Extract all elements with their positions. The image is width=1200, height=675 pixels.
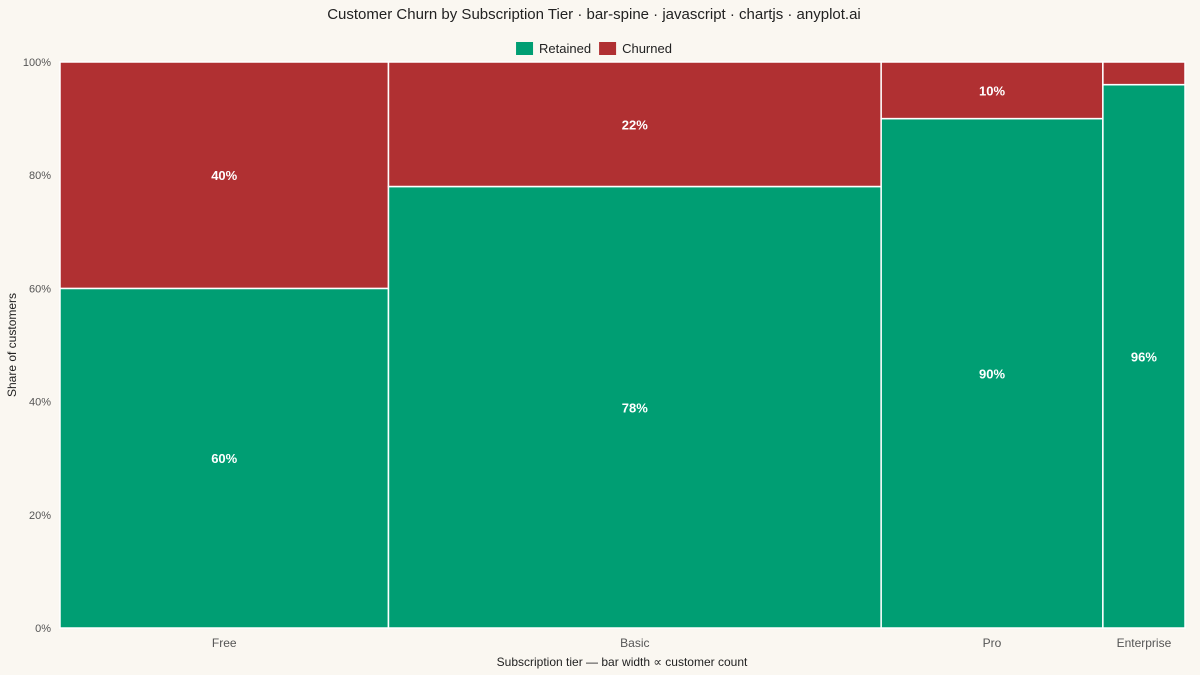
data-label-pro-churned: 10% [979,83,1005,98]
bar-basic-churned [387,61,882,188]
bar-free-churned [59,61,390,290]
y-tick-80: 80% [29,170,51,182]
bar-enterprise-retained [1102,83,1186,629]
x-tick-enterprise: Enterprise [1117,636,1172,650]
y-tick-0: 0% [35,623,51,635]
legend-swatch-retained [516,42,534,55]
bar-pro-retained [880,117,1104,629]
legend-label-retained: Retained [539,41,591,56]
bars: 60% 40% 78% 22% 90% 10% 96% [59,61,1186,629]
x-tick-basic: Basic [620,636,649,650]
x-axis-title: Subscription tier — bar width ∝ customer… [497,655,748,669]
data-label-enterprise-retained: 96% [1131,349,1157,364]
y-axis-title: Share of customers [5,293,19,397]
bar-enterprise-churned [1102,61,1186,86]
legend-item-retained[interactable]: Retained [516,41,591,56]
legend-item-churned[interactable]: Churned [599,41,672,56]
bar-free-retained [59,287,390,629]
y-tick-60: 60% [29,283,51,295]
y-tick-40: 40% [29,397,51,409]
y-axis: 0% 20% 40% 60% 80% 100% [23,57,51,635]
data-label-free-churned: 40% [211,168,237,183]
chart-title: Customer Churn by Subscription Tier · ba… [327,6,861,23]
legend-swatch-churned [599,42,617,55]
data-label-basic-churned: 22% [622,117,648,132]
y-tick-20: 20% [29,510,51,522]
x-tick-pro: Pro [983,636,1002,650]
data-label-basic-retained: 78% [622,400,648,415]
data-label-free-retained: 60% [211,451,237,466]
x-tick-free: Free [212,636,237,650]
bar-pro-churned [880,61,1104,120]
legend-label-churned: Churned [622,41,672,56]
x-axis: Free Basic Pro Enterprise [212,636,1172,650]
legend: Retained Churned [516,41,672,56]
y-tick-100: 100% [23,57,51,69]
data-label-pro-retained: 90% [979,366,1005,381]
